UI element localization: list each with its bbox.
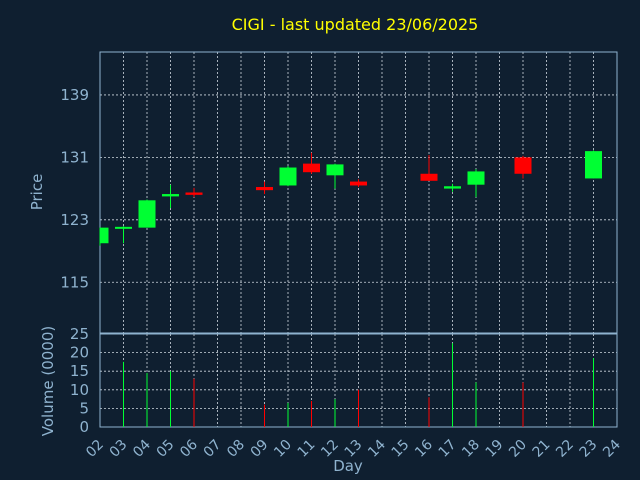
price-tick-label: 131: [60, 148, 89, 166]
day-tick-label: 15: [389, 437, 413, 461]
candle-body: [467, 171, 485, 185]
candle-body: [100, 227, 109, 244]
day-tick-label: 22: [553, 437, 577, 461]
day-tick-label: 05: [154, 437, 178, 461]
day-tick-label: 03: [107, 437, 131, 461]
volume-tick-label: 25: [70, 325, 89, 343]
candle-body: [514, 157, 532, 174]
volume-tick-label: 0: [79, 418, 89, 436]
volume-axis-title: Volume (0000): [39, 326, 57, 436]
day-tick-label: 14: [365, 437, 389, 461]
day-tick-label: 10: [271, 437, 295, 461]
day-tick-label: 24: [600, 437, 624, 461]
volume-tick-label: 5: [79, 399, 89, 417]
candle-body: [420, 173, 438, 181]
price-tick-label: 123: [60, 211, 89, 229]
day-tick-label: 06: [177, 437, 201, 461]
chart-title: CIGI - last updated 23/06/2025: [232, 15, 479, 34]
candle-body: [444, 186, 461, 189]
day-tick-label: 11: [295, 437, 319, 461]
day-tick-label: 07: [201, 437, 225, 461]
candle-body: [138, 200, 156, 228]
candle-body: [585, 151, 602, 179]
price-panel: 115 123 131 139: [60, 51, 618, 334]
candle-body: [326, 164, 344, 176]
price-tick-label: 115: [60, 273, 89, 291]
day-tick-label: 19: [483, 437, 507, 461]
day-tick-label: 16: [412, 437, 436, 461]
candle-body: [162, 194, 179, 197]
candle-body: [350, 181, 367, 186]
candle-body: [279, 167, 297, 186]
candle-body: [256, 187, 273, 191]
day-tick-label: 17: [436, 437, 460, 461]
volume-tick-label: 10: [70, 381, 89, 399]
day-tick-label: 02: [83, 437, 107, 461]
day-tick-label: 23: [577, 437, 601, 461]
day-tick-label: 20: [506, 437, 530, 461]
price-frame: [99, 51, 618, 334]
volume-tick-label: 20: [70, 344, 89, 362]
day-tick-label: 21: [530, 437, 554, 461]
candle-body: [185, 192, 203, 195]
day-tick-label: 08: [224, 437, 248, 461]
x-axis-title: Day: [333, 457, 363, 475]
day-tick-label: 04: [130, 437, 154, 461]
candle-body: [303, 163, 320, 173]
day-tick-label: 18: [459, 437, 483, 461]
price-axis-title: Price: [28, 174, 46, 211]
day-tick-label: 09: [248, 437, 272, 461]
candle-body: [115, 226, 132, 229]
volume-tick-label: 15: [70, 362, 89, 380]
price-tick-label: 139: [60, 86, 89, 104]
